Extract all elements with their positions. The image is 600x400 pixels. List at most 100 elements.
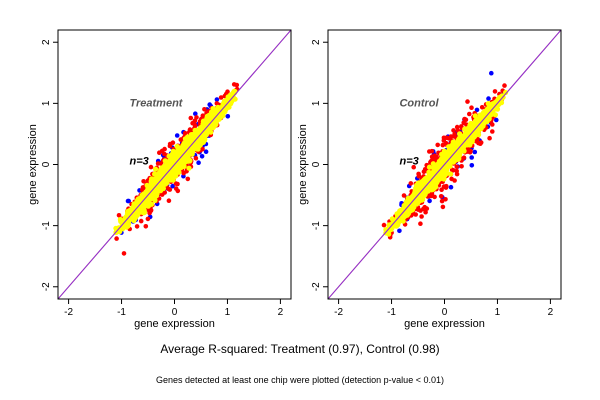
- data-point: [170, 183, 175, 189]
- data-point: [409, 194, 415, 200]
- data-point: [386, 227, 392, 233]
- data-point: [418, 221, 423, 226]
- data-point: [218, 114, 224, 120]
- data-point: [116, 213, 122, 218]
- identity-line-1: [58, 30, 291, 299]
- data-point: [178, 137, 184, 142]
- data-point: [203, 149, 209, 154]
- data-point: [477, 117, 483, 123]
- identity-line-1: [328, 30, 561, 299]
- data-point: [408, 181, 414, 186]
- detection-note: Genes detected at least one chip were pl…: [156, 375, 444, 385]
- data-point: [134, 224, 140, 229]
- data-point: [479, 105, 485, 110]
- data-point: [196, 160, 201, 165]
- data-point: [175, 147, 181, 153]
- data-point: [441, 176, 447, 182]
- data-point: [462, 116, 467, 122]
- y-tick-label: 2: [41, 39, 52, 45]
- data-point: [448, 184, 454, 190]
- data-point: [416, 190, 422, 196]
- data-point: [451, 128, 456, 133]
- data-point: [449, 176, 454, 182]
- data-point: [449, 151, 455, 157]
- data-point: [439, 198, 445, 204]
- data-point: [422, 167, 428, 172]
- data-point: [405, 205, 411, 211]
- x-axis-label: gene expression: [404, 318, 485, 330]
- data-point: [203, 120, 210, 126]
- data-point: [454, 164, 460, 170]
- data-point: [192, 123, 198, 128]
- group-annotation: Control: [399, 97, 439, 109]
- data-point: [214, 101, 220, 106]
- data-point: [489, 70, 494, 76]
- y-axis-label: gene expression: [27, 124, 39, 205]
- data-point: [421, 177, 427, 183]
- y-tick-label: 0: [311, 161, 322, 167]
- x-axis-label: gene expression: [134, 318, 215, 330]
- data-point: [469, 105, 474, 110]
- y-tick-label: -1: [41, 221, 52, 230]
- data-point: [225, 114, 231, 119]
- data-point: [183, 149, 189, 156]
- data-point: [164, 180, 170, 186]
- y-tick-label: -1: [311, 221, 322, 230]
- data-point: [492, 89, 498, 94]
- data-point: [401, 193, 407, 198]
- data-point: [411, 164, 417, 170]
- data-point: [141, 201, 147, 208]
- data-point: [231, 82, 237, 87]
- data-point: [397, 210, 403, 217]
- data-point: [200, 146, 205, 152]
- data-point: [454, 124, 460, 130]
- data-point: [494, 117, 499, 123]
- data-point: [444, 183, 449, 189]
- data-point: [452, 131, 457, 137]
- y-tick-label: 1: [41, 100, 52, 106]
- data-point: [138, 218, 144, 224]
- data-point: [188, 115, 194, 121]
- data-point: [402, 213, 408, 219]
- data-point: [182, 136, 188, 142]
- data-point: [192, 118, 198, 123]
- data-point: [474, 107, 480, 113]
- data-point: [167, 141, 173, 147]
- data-point: [435, 176, 441, 182]
- data-point: [150, 178, 157, 184]
- data-point: [155, 161, 161, 166]
- r-squared-caption: Average R-squared: Treatment (0.97), Con…: [160, 342, 440, 356]
- data-point: [219, 105, 225, 111]
- data-point: [174, 133, 180, 138]
- y-tick-label: -2: [311, 282, 322, 291]
- data-point: [130, 214, 136, 220]
- data-point: [432, 194, 437, 200]
- x-tick-label: 2: [548, 307, 554, 318]
- data-point: [438, 194, 444, 199]
- data-point: [166, 198, 172, 203]
- data-point: [126, 198, 131, 204]
- data-point: [173, 170, 179, 176]
- data-point: [419, 214, 424, 219]
- data-point: [202, 107, 207, 112]
- data-point: [405, 195, 411, 201]
- data-point: [173, 181, 179, 186]
- data-point: [440, 204, 446, 210]
- data-point: [143, 224, 149, 229]
- data-point: [469, 163, 475, 168]
- data-point: [461, 120, 467, 126]
- data-point: [146, 184, 152, 190]
- data-point: [169, 167, 175, 174]
- data-point: [459, 164, 464, 169]
- data-point: [437, 172, 443, 178]
- data-point: [502, 83, 507, 88]
- data-point: [430, 155, 435, 160]
- data-point: [487, 135, 492, 141]
- data-point: [468, 148, 473, 154]
- y-tick-label: 2: [311, 39, 322, 45]
- data-point: [465, 99, 470, 104]
- data-point: [121, 251, 127, 256]
- data-point: [162, 146, 167, 152]
- data-point: [148, 208, 154, 213]
